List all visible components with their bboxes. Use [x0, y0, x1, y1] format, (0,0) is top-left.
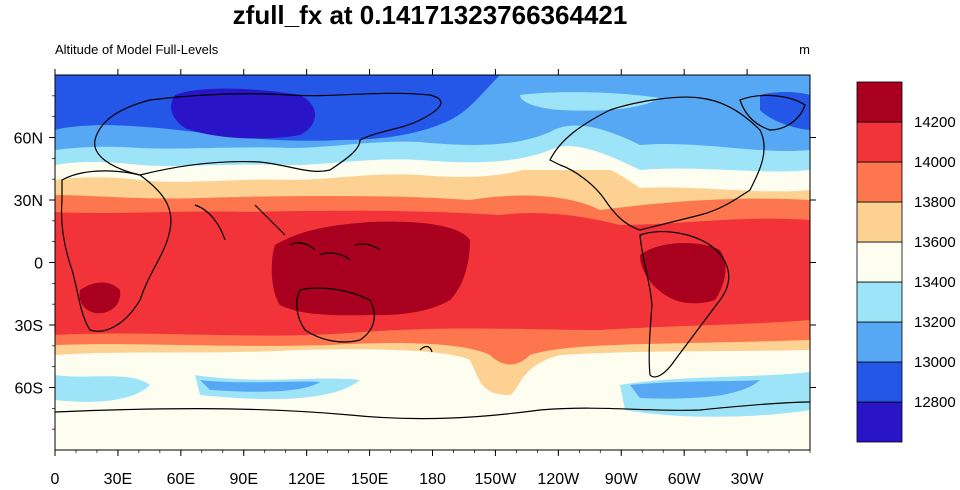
contour-s-blue-2	[630, 380, 760, 399]
colorbar-label: 13800	[914, 194, 956, 211]
coast-eurasia	[94, 92, 442, 176]
y-tick-label: 60S	[15, 381, 43, 398]
coastlines	[55, 92, 810, 420]
y-tick-label: 0	[34, 256, 43, 273]
colorbar-swatch	[856, 281, 903, 323]
x-tick-label: 150W	[475, 471, 518, 488]
x-axis-ticks: 0 30E 60E 90E 120E 150E 180 150W 120W 90W 60W 30W	[51, 69, 811, 488]
colorbar-swatch	[856, 81, 903, 123]
colorbar: 12800 13000 13200 13400 13600 13800 14000 14200	[856, 81, 956, 443]
y-tick-label: 30N	[14, 193, 43, 210]
x-tick-label: 180	[419, 471, 446, 488]
colorbar-label: 14200	[914, 114, 956, 131]
y-axis-ticks: 60N 30N 0 30S 60S	[14, 95, 816, 430]
chart-subtitle-left: Altitude of Model Full-Levels	[55, 42, 219, 57]
x-tick-label: 90W	[605, 471, 639, 488]
colorbar-swatch	[856, 121, 903, 163]
colorbar-swatch	[856, 201, 903, 243]
contour-below-12800	[171, 88, 315, 139]
contour-14200-plus-africa	[79, 282, 121, 314]
coast-new-zealand	[419, 345, 433, 353]
x-tick-label: 120E	[288, 471, 325, 488]
colorbar-swatch	[856, 161, 903, 203]
y-tick-label: 30S	[15, 318, 43, 335]
coast-south-asia	[194, 204, 286, 241]
colorbar-swatch	[856, 401, 903, 443]
contour-s-blue-1	[200, 380, 320, 392]
coast-greenland	[739, 94, 806, 131]
chart-title: zfull_fx at 0.14171323766364421	[232, 0, 628, 30]
chart-units-label: m	[799, 42, 810, 57]
contour-14200-plus-pacific	[271, 221, 470, 316]
x-tick-label: 60E	[167, 471, 195, 488]
x-tick-label: 30W	[731, 471, 765, 488]
colorbar-swatch	[856, 361, 903, 403]
colorbar-swatch	[856, 241, 903, 283]
colorbar-label: 12800	[914, 394, 956, 411]
x-tick-label: 90E	[230, 471, 258, 488]
colorbar-label: 13200	[914, 314, 956, 331]
colorbar-label: 13600	[914, 234, 956, 251]
contour-14200-plus-samerica	[640, 243, 726, 304]
colorbar-label: 14000	[914, 154, 956, 171]
x-tick-label: 0	[51, 471, 60, 488]
coast-maritime-continent	[289, 242, 381, 261]
x-tick-label: 60W	[668, 471, 702, 488]
contour-s-pale-blue-1	[55, 375, 150, 402]
x-tick-label: 30E	[104, 471, 132, 488]
colorbar-label: 13000	[914, 354, 956, 371]
colorbar-label: 13400	[914, 274, 956, 291]
coast-antarctica	[55, 401, 810, 420]
x-tick-label: 120W	[537, 471, 580, 488]
coast-south-america	[639, 230, 730, 378]
coast-north-america	[549, 96, 765, 231]
coast-australia	[296, 287, 375, 343]
x-tick-label: 150E	[351, 471, 388, 488]
y-tick-label: 60N	[14, 131, 43, 148]
colorbar-swatch	[856, 321, 903, 363]
contour-field	[55, 75, 810, 450]
